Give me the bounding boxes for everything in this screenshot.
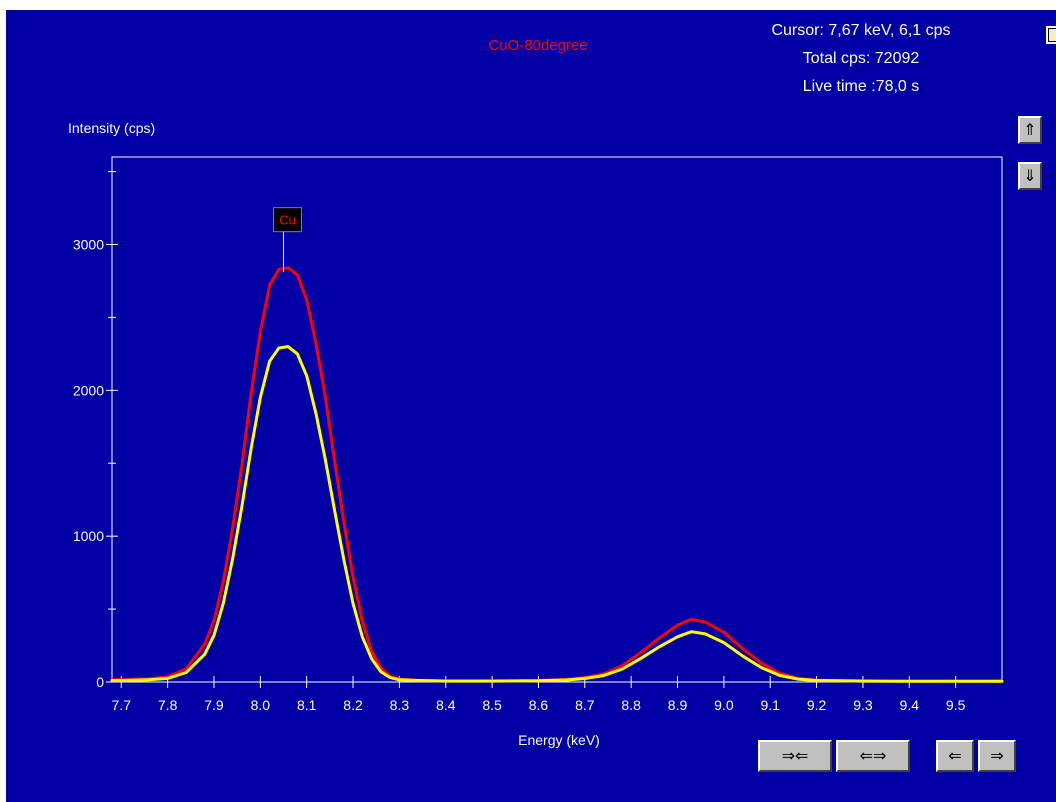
peak-marker-box bbox=[273, 207, 303, 233]
x-tick-label: 9.3 bbox=[853, 697, 873, 713]
y-tick-label: 0 bbox=[96, 674, 104, 690]
spectrum-chart[interactable]: CuO-80degree Cursor: 7,67 keV, 6,1 cps T… bbox=[6, 10, 1056, 802]
x-axis-label: Energy (keV) bbox=[518, 732, 600, 748]
y-tick-label: 2000 bbox=[73, 382, 104, 398]
series-line-2 bbox=[110, 345, 1004, 683]
scale-up-button[interactable]: ⇑ bbox=[1018, 116, 1042, 144]
live-time-readout: Live time :78,0 s bbox=[803, 78, 920, 95]
x-tick-label: 7.8 bbox=[158, 697, 178, 713]
x-tick-label: 8.1 bbox=[297, 697, 317, 713]
series-line-1 bbox=[110, 266, 1004, 683]
x-tick-label: 8.7 bbox=[575, 697, 595, 713]
chart-title: CuO-80degree bbox=[488, 37, 587, 54]
y-tick-label: 3000 bbox=[73, 237, 104, 253]
axis-ticks: 7.7 7.8 7.9 8.0 8.1 8.2 8.3 8.4 8.5 8.6 8.7 8.8 8.9 9… bbox=[73, 171, 966, 713]
x-tick-label: 9.0 bbox=[714, 697, 734, 713]
cursor-readout: Cursor: 7,67 keV, 6,1 cps bbox=[771, 22, 950, 39]
x-tick-label: 8.2 bbox=[343, 697, 363, 713]
zoom-out-button[interactable]: ⇐⇒ bbox=[836, 740, 910, 772]
document-icon[interactable] bbox=[1046, 26, 1056, 44]
x-tick-label: 8.4 bbox=[436, 697, 456, 713]
x-tick-label: 8.8 bbox=[621, 697, 641, 713]
x-tick-label: 8.0 bbox=[251, 697, 271, 713]
series-lines bbox=[110, 266, 1004, 683]
plot-frame bbox=[111, 156, 1003, 683]
spectrum-panel: CuO-80degree Cursor: 7,67 keV, 6,1 cps T… bbox=[6, 10, 1056, 802]
total-cps-readout: Total cps: 72092 bbox=[803, 50, 920, 67]
y-axis-label: Intensity (cps) bbox=[68, 120, 155, 136]
x-tick-label: 7.9 bbox=[204, 697, 224, 713]
pan-left-button[interactable]: ⇐ bbox=[936, 740, 974, 772]
x-tick-label: 8.6 bbox=[529, 697, 549, 713]
peak-marker-label: Cu bbox=[279, 213, 296, 228]
zoom-in-button[interactable]: ⇒⇐ bbox=[758, 740, 832, 772]
x-tick-label: 8.9 bbox=[668, 697, 688, 713]
x-tick-label: 7.7 bbox=[112, 697, 132, 713]
x-tick-label: 9.1 bbox=[760, 697, 780, 713]
x-tick-label: 8.3 bbox=[390, 697, 410, 713]
x-tick-label: 9.2 bbox=[807, 697, 827, 713]
x-tick-label: 9.5 bbox=[946, 697, 966, 713]
x-tick-label: 8.5 bbox=[482, 697, 502, 713]
pan-right-button[interactable]: ⇒ bbox=[978, 740, 1016, 772]
peak-markers: Cu bbox=[273, 207, 303, 272]
scale-down-button[interactable]: ⇓ bbox=[1018, 162, 1042, 190]
x-tick-label: 9.4 bbox=[900, 697, 920, 713]
y-tick-label: 1000 bbox=[73, 528, 104, 544]
